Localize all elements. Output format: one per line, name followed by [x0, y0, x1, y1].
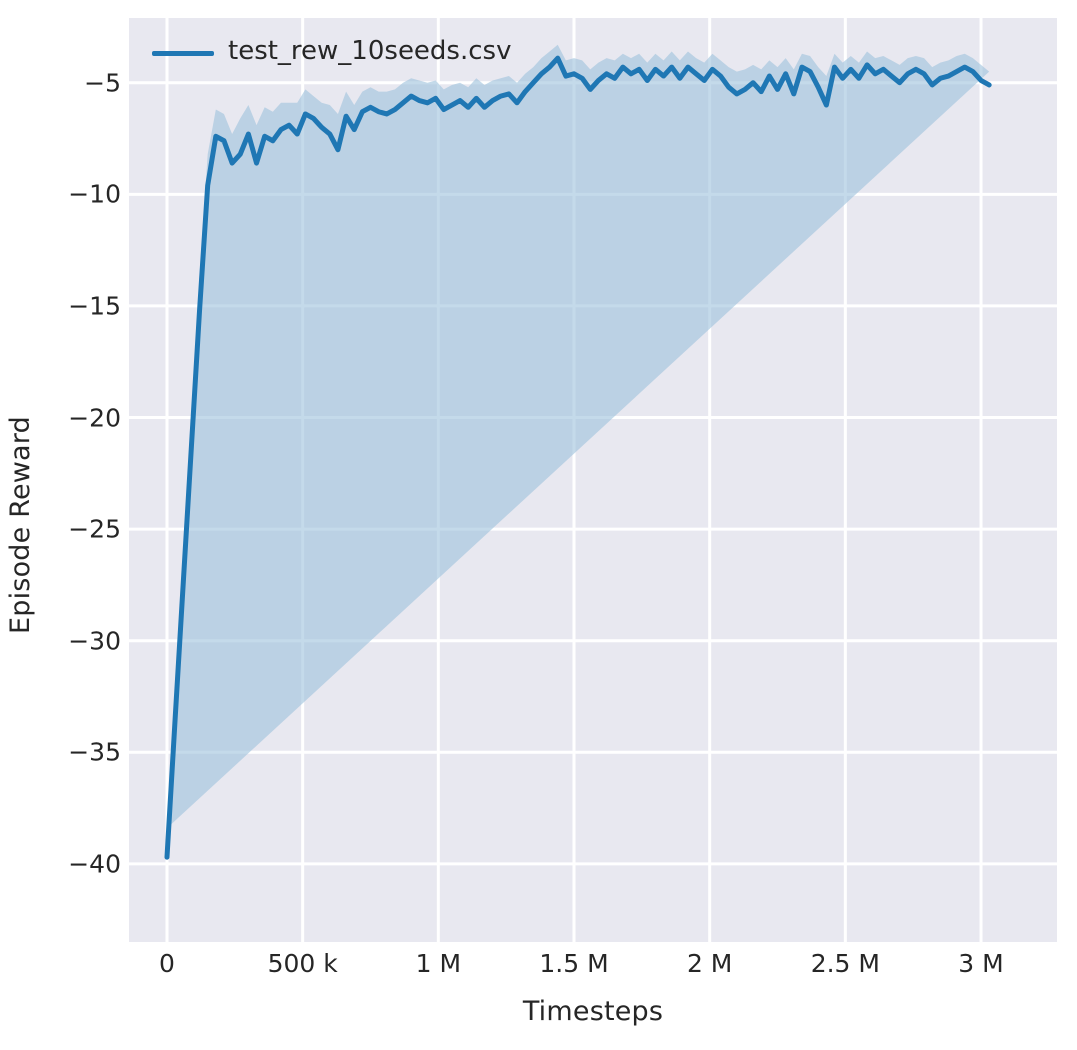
- y-axis-label: Episode Reward: [4, 416, 36, 634]
- y-tick-label: −20: [68, 403, 121, 432]
- y-tick-label: −30: [68, 626, 121, 656]
- x-tick-label: 2.5 M: [810, 949, 880, 978]
- x-tick-label: 3 M: [958, 949, 1004, 978]
- legend-label: test_rew_10seeds.csv: [228, 36, 512, 66]
- y-tick-label: −35: [68, 737, 121, 767]
- y-tick-label: −10: [68, 179, 121, 209]
- x-tick-label: 500 k: [267, 949, 338, 978]
- x-tick-label: 0: [159, 949, 175, 978]
- confidence-band: [166, 44, 990, 829]
- x-tick-label: 1.5 M: [539, 949, 609, 978]
- y-tick-label: −40: [68, 849, 121, 879]
- x-tick-label: 2 M: [686, 949, 733, 978]
- y-tick-label: −15: [68, 291, 121, 321]
- legend-line-swatch: [152, 51, 214, 56]
- y-tick-label: −25: [68, 514, 121, 544]
- series-line: [164, 55, 992, 860]
- x-axis-label: Timesteps: [522, 996, 664, 1027]
- y-axis-ticks: −5 −10 −15 −20 −25 −30 −35 −40: [8, 0, 121, 1050]
- y-tick-label: −5: [84, 68, 121, 98]
- x-tick-label: 1 M: [415, 949, 462, 978]
